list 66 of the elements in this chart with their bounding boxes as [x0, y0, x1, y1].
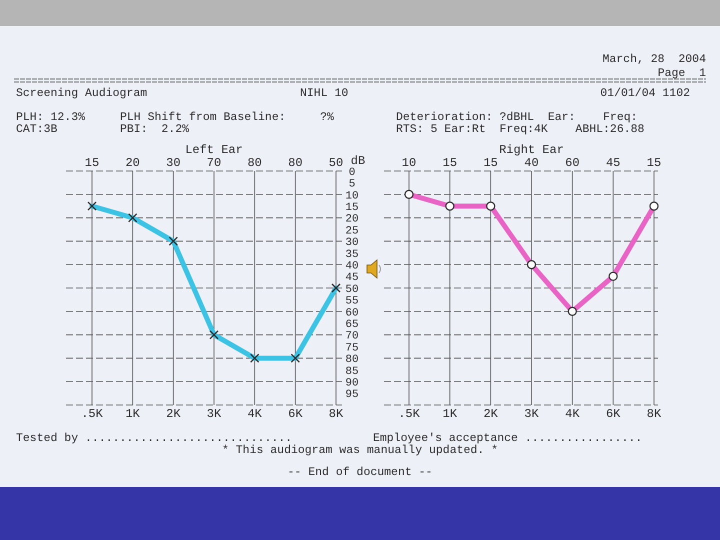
text: PLH: 12.3% — [16, 111, 86, 124]
text: Tested by .............................. — [16, 432, 292, 445]
y-tick-label: 20 — [345, 214, 359, 226]
text: Screening Audiogram — [16, 87, 148, 100]
text: 15 — [84, 156, 100, 170]
y-tick-label: 70 — [345, 330, 359, 343]
y-tick-label: 55 — [345, 296, 359, 308]
x-tick-label: 6K — [288, 407, 304, 421]
text: 15 — [646, 156, 662, 170]
y-tick-label: 75 — [345, 342, 359, 354]
text: RTS: 5 Ear:Rt Freq:4K ABHL:26.88 — [396, 123, 645, 136]
x-tick-label: 6K — [606, 407, 622, 421]
y-axis-title: dB — [350, 154, 366, 168]
chart-title: Left Ear — [185, 143, 243, 157]
text: Employee's acceptance ................. — [373, 432, 642, 445]
x-tick-label: .5K — [398, 407, 421, 421]
x-tick-label: 4K — [565, 407, 580, 421]
text: -- End of document -- — [288, 466, 432, 479]
x-tick-label: 2K — [166, 407, 182, 421]
text: 70 — [206, 156, 222, 170]
x-tick-label: 3K — [524, 407, 540, 421]
text: PLH Shift from Baseline: ?% — [120, 111, 334, 124]
text: NIHL 10 — [300, 87, 348, 100]
text: 10 — [402, 156, 416, 170]
y-tick-label: 90 — [345, 377, 359, 390]
text: 15 — [442, 156, 458, 170]
text: March, 28 2004 — [602, 53, 706, 66]
text: 45 — [606, 156, 620, 170]
y-tick-label: 10 — [345, 190, 359, 202]
text: Deterioration: ?dBHL Ear: Freq: — [396, 111, 638, 124]
y-tick-label: 15 — [345, 202, 359, 214]
x-tick-label: 4K — [247, 407, 263, 421]
y-tick-label: 5 — [348, 178, 356, 191]
x-tick-label: 2K — [483, 407, 499, 421]
x-tick-label: 1K — [125, 407, 141, 421]
y-tick-label: 25 — [345, 225, 359, 238]
y-tick-label: 85 — [345, 366, 359, 378]
text: 50 — [328, 156, 344, 170]
y-tick-label: 35 — [345, 248, 359, 261]
x-tick-label: 8K — [328, 407, 344, 421]
chart-title: Right Ear — [499, 143, 564, 157]
x-tick-label: 1K — [442, 407, 458, 421]
text: 40 — [524, 156, 539, 170]
y-tick-label: 45 — [345, 272, 359, 284]
y-tick-label: 50 — [345, 284, 359, 296]
text: CAT:3B — [16, 123, 58, 136]
text: 80 — [247, 156, 262, 170]
text: 60 — [565, 156, 580, 170]
y-tick-label: 0 — [348, 166, 356, 179]
text: 15 — [483, 156, 498, 170]
y-tick-label: 65 — [345, 318, 359, 331]
text: 20 — [125, 156, 140, 170]
y-tick-label: 80 — [345, 354, 359, 366]
text: PBI: 2.2% — [120, 123, 190, 136]
x-tick-label: 8K — [646, 407, 662, 421]
text: 01/01/04 1102 — [600, 87, 690, 100]
text: * This audiogram was manually updated. * — [222, 444, 498, 457]
y-tick-label: 40 — [345, 260, 359, 272]
y-tick-label: 30 — [345, 237, 359, 250]
text: 30 — [166, 156, 181, 170]
y-tick-label: 60 — [345, 307, 359, 320]
x-tick-label: .5K — [81, 407, 104, 421]
x-tick-label: 3K — [206, 407, 222, 421]
text: Page 1 — [658, 67, 706, 80]
text: 80 — [288, 156, 303, 170]
y-tick-label: 95 — [345, 389, 359, 402]
